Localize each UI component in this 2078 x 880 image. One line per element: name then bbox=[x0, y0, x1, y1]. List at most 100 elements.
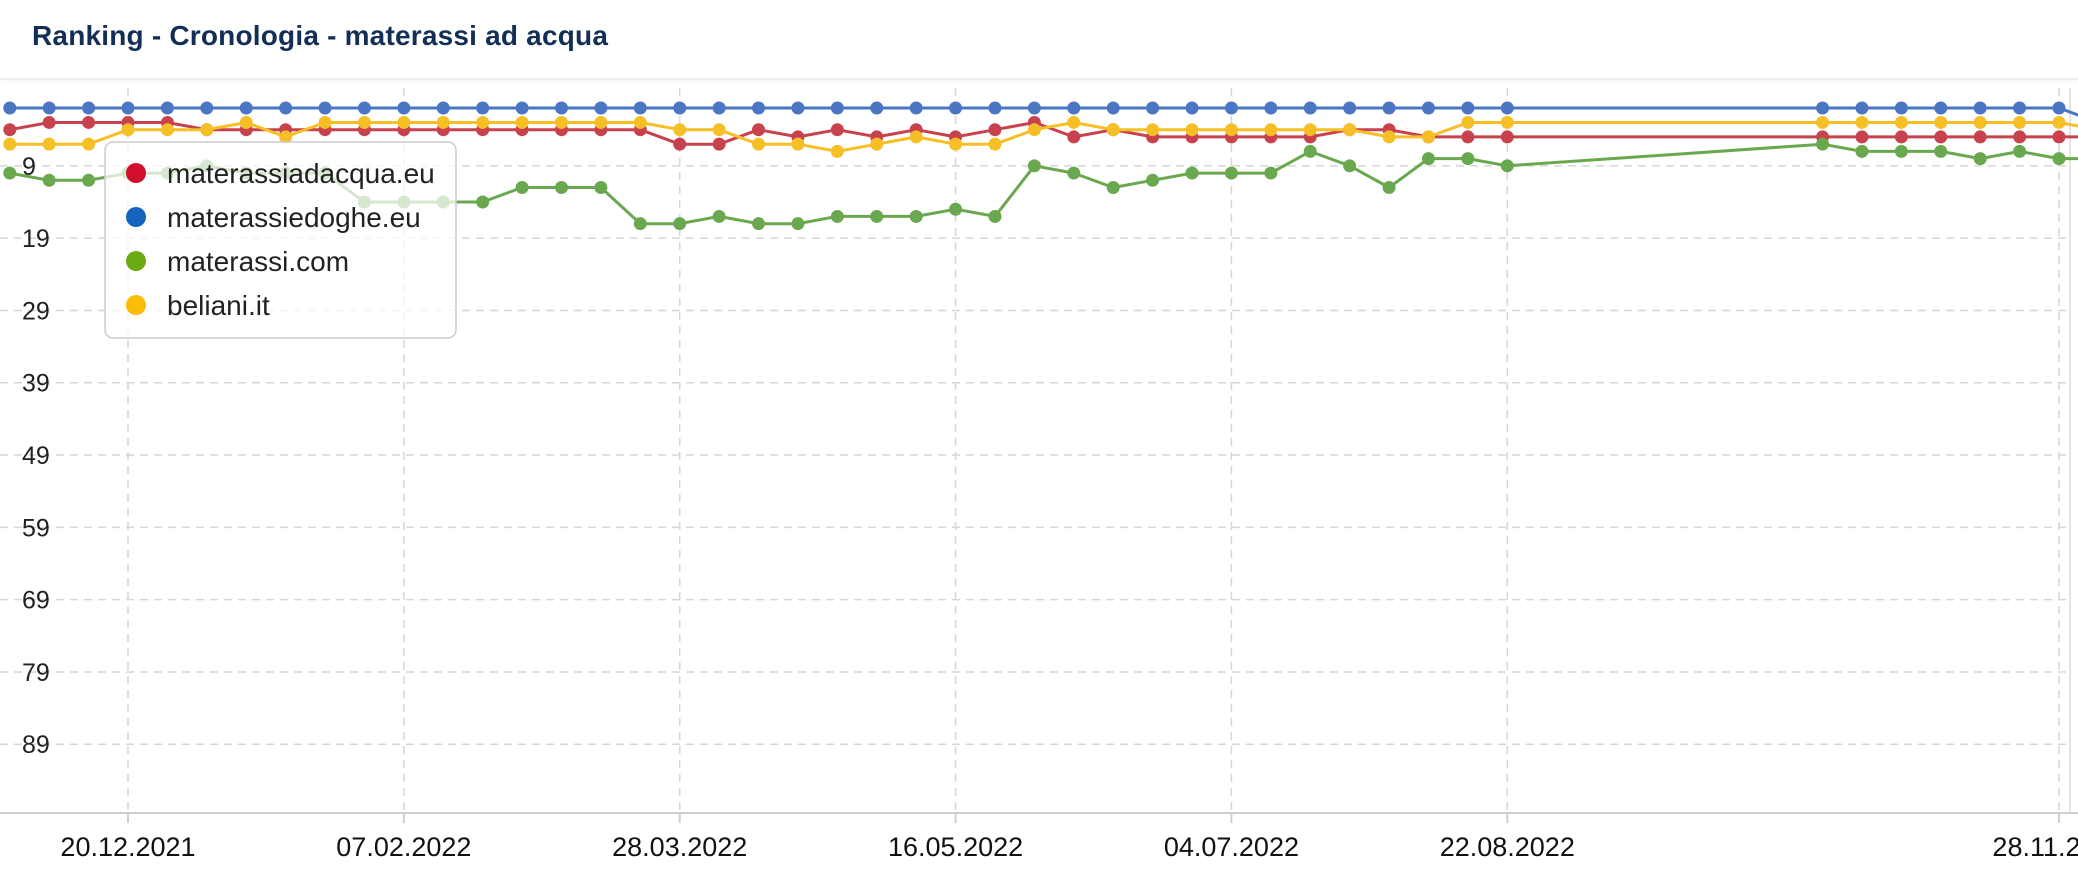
data-point-materassiedoghe.eu[interactable] bbox=[357, 101, 371, 115]
data-point-beliani.it[interactable] bbox=[909, 130, 923, 144]
data-point-materassiedoghe.eu[interactable] bbox=[1421, 101, 1435, 115]
data-point-beliani.it[interactable] bbox=[2052, 115, 2066, 129]
data-point-materassi.com[interactable] bbox=[1303, 144, 1317, 158]
data-point-beliani.it[interactable] bbox=[752, 137, 766, 151]
data-point-beliani.it[interactable] bbox=[594, 115, 608, 129]
data-point-beliani.it[interactable] bbox=[436, 115, 450, 129]
data-point-materassiedoghe.eu[interactable] bbox=[791, 101, 805, 115]
data-point-materassiedoghe.eu[interactable] bbox=[2052, 101, 2066, 115]
data-point-materassi.com[interactable] bbox=[554, 181, 568, 195]
data-point-materassiedoghe.eu[interactable] bbox=[988, 101, 1002, 115]
data-point-beliani.it[interactable] bbox=[1934, 115, 1948, 129]
data-point-materassiedoghe.eu[interactable] bbox=[1146, 101, 1160, 115]
data-point-materassiedoghe.eu[interactable] bbox=[1067, 101, 1081, 115]
data-point-materassiedoghe.eu[interactable] bbox=[1461, 101, 1475, 115]
data-point-materassi.com[interactable] bbox=[1146, 173, 1160, 187]
data-point-materassiedoghe.eu[interactable] bbox=[949, 101, 963, 115]
data-point-beliani.it[interactable] bbox=[673, 123, 687, 137]
data-point-materassiedoghe.eu[interactable] bbox=[752, 101, 766, 115]
data-point-materassiadacqua.eu[interactable] bbox=[1973, 130, 1987, 144]
data-point-beliani.it[interactable] bbox=[357, 115, 371, 129]
data-point-materassiedoghe.eu[interactable] bbox=[239, 101, 253, 115]
data-point-materassiedoghe.eu[interactable] bbox=[436, 101, 450, 115]
data-point-materassiadacqua.eu[interactable] bbox=[42, 115, 56, 129]
data-point-materassiedoghe.eu[interactable] bbox=[279, 101, 293, 115]
data-point-materassiedoghe.eu[interactable] bbox=[42, 101, 56, 115]
data-point-materassiadacqua.eu[interactable] bbox=[82, 115, 96, 129]
data-point-materassiedoghe.eu[interactable] bbox=[2013, 101, 2027, 115]
data-point-materassi.com[interactable] bbox=[1934, 144, 1948, 158]
data-point-materassi.com[interactable] bbox=[82, 173, 96, 187]
data-point-beliani.it[interactable] bbox=[830, 144, 844, 158]
data-point-beliani.it[interactable] bbox=[160, 123, 174, 137]
data-point-materassi.com[interactable] bbox=[2052, 152, 2066, 166]
data-point-beliani.it[interactable] bbox=[1146, 123, 1160, 137]
data-point-materassiedoghe.eu[interactable] bbox=[82, 101, 96, 115]
data-point-materassiadacqua.eu[interactable] bbox=[988, 123, 1002, 137]
data-point-materassi.com[interactable] bbox=[42, 173, 56, 187]
data-point-materassi.com[interactable] bbox=[1816, 137, 1830, 151]
data-point-beliani.it[interactable] bbox=[1027, 123, 1041, 137]
data-point-beliani.it[interactable] bbox=[476, 115, 490, 129]
data-point-materassiadacqua.eu[interactable] bbox=[1894, 130, 1908, 144]
data-point-materassi.com[interactable] bbox=[673, 217, 687, 231]
data-point-materassiedoghe.eu[interactable] bbox=[594, 101, 608, 115]
data-point-materassiedoghe.eu[interactable] bbox=[1224, 101, 1238, 115]
data-point-materassiedoghe.eu[interactable] bbox=[1934, 101, 1948, 115]
data-point-materassi.com[interactable] bbox=[594, 181, 608, 195]
data-point-materassiedoghe.eu[interactable] bbox=[673, 101, 687, 115]
data-point-beliani.it[interactable] bbox=[1894, 115, 1908, 129]
data-point-materassiedoghe.eu[interactable] bbox=[1382, 101, 1396, 115]
data-point-materassi.com[interactable] bbox=[830, 209, 844, 223]
data-point-materassi.com[interactable] bbox=[3, 166, 17, 180]
data-point-materassiedoghe.eu[interactable] bbox=[200, 101, 214, 115]
data-point-beliani.it[interactable] bbox=[1106, 123, 1120, 137]
data-point-materassi.com[interactable] bbox=[1973, 152, 1987, 166]
data-point-materassi.com[interactable] bbox=[1027, 159, 1041, 173]
data-point-materassiedoghe.eu[interactable] bbox=[476, 101, 490, 115]
data-point-beliani.it[interactable] bbox=[2013, 115, 2027, 129]
data-point-materassiedoghe.eu[interactable] bbox=[554, 101, 568, 115]
data-point-materassi.com[interactable] bbox=[752, 217, 766, 231]
data-point-materassi.com[interactable] bbox=[1067, 166, 1081, 180]
data-point-beliani.it[interactable] bbox=[1382, 130, 1396, 144]
data-point-materassiedoghe.eu[interactable] bbox=[1185, 101, 1199, 115]
data-point-materassiedoghe.eu[interactable] bbox=[397, 101, 411, 115]
data-point-materassiedoghe.eu[interactable] bbox=[830, 101, 844, 115]
data-point-materassiedoghe.eu[interactable] bbox=[318, 101, 332, 115]
data-point-beliani.it[interactable] bbox=[318, 115, 332, 129]
data-point-materassiadacqua.eu[interactable] bbox=[830, 123, 844, 137]
data-point-materassiadacqua.eu[interactable] bbox=[1461, 130, 1475, 144]
data-point-materassiedoghe.eu[interactable] bbox=[712, 101, 726, 115]
data-point-materassi.com[interactable] bbox=[1500, 159, 1514, 173]
data-point-materassiedoghe.eu[interactable] bbox=[1855, 101, 1869, 115]
data-point-materassiedoghe.eu[interactable] bbox=[160, 101, 174, 115]
legend-item[interactable]: materassiedoghe.eu bbox=[126, 202, 421, 233]
data-point-materassi.com[interactable] bbox=[2013, 144, 2027, 158]
data-point-beliani.it[interactable] bbox=[1421, 130, 1435, 144]
data-point-beliani.it[interactable] bbox=[239, 115, 253, 129]
data-point-materassiedoghe.eu[interactable] bbox=[1500, 101, 1514, 115]
data-point-beliani.it[interactable] bbox=[712, 123, 726, 137]
data-point-materassiadacqua.eu[interactable] bbox=[1855, 130, 1869, 144]
data-point-materassi.com[interactable] bbox=[1185, 166, 1199, 180]
data-point-beliani.it[interactable] bbox=[870, 137, 884, 151]
data-point-beliani.it[interactable] bbox=[1973, 115, 1987, 129]
data-point-materassi.com[interactable] bbox=[791, 217, 805, 231]
data-point-materassiedoghe.eu[interactable] bbox=[909, 101, 923, 115]
data-point-materassi.com[interactable] bbox=[988, 209, 1002, 223]
data-point-materassiedoghe.eu[interactable] bbox=[515, 101, 529, 115]
data-point-beliani.it[interactable] bbox=[633, 115, 647, 129]
data-point-beliani.it[interactable] bbox=[515, 115, 529, 129]
data-point-materassiadacqua.eu[interactable] bbox=[2013, 130, 2027, 144]
data-point-materassi.com[interactable] bbox=[1461, 152, 1475, 166]
data-point-materassiadacqua.eu[interactable] bbox=[712, 137, 726, 151]
data-point-materassiadacqua.eu[interactable] bbox=[3, 123, 17, 137]
data-point-beliani.it[interactable] bbox=[1855, 115, 1869, 129]
data-point-beliani.it[interactable] bbox=[1343, 123, 1357, 137]
data-point-materassi.com[interactable] bbox=[1264, 166, 1278, 180]
data-point-materassiedoghe.eu[interactable] bbox=[1303, 101, 1317, 115]
data-point-beliani.it[interactable] bbox=[1816, 115, 1830, 129]
data-point-materassi.com[interactable] bbox=[909, 209, 923, 223]
